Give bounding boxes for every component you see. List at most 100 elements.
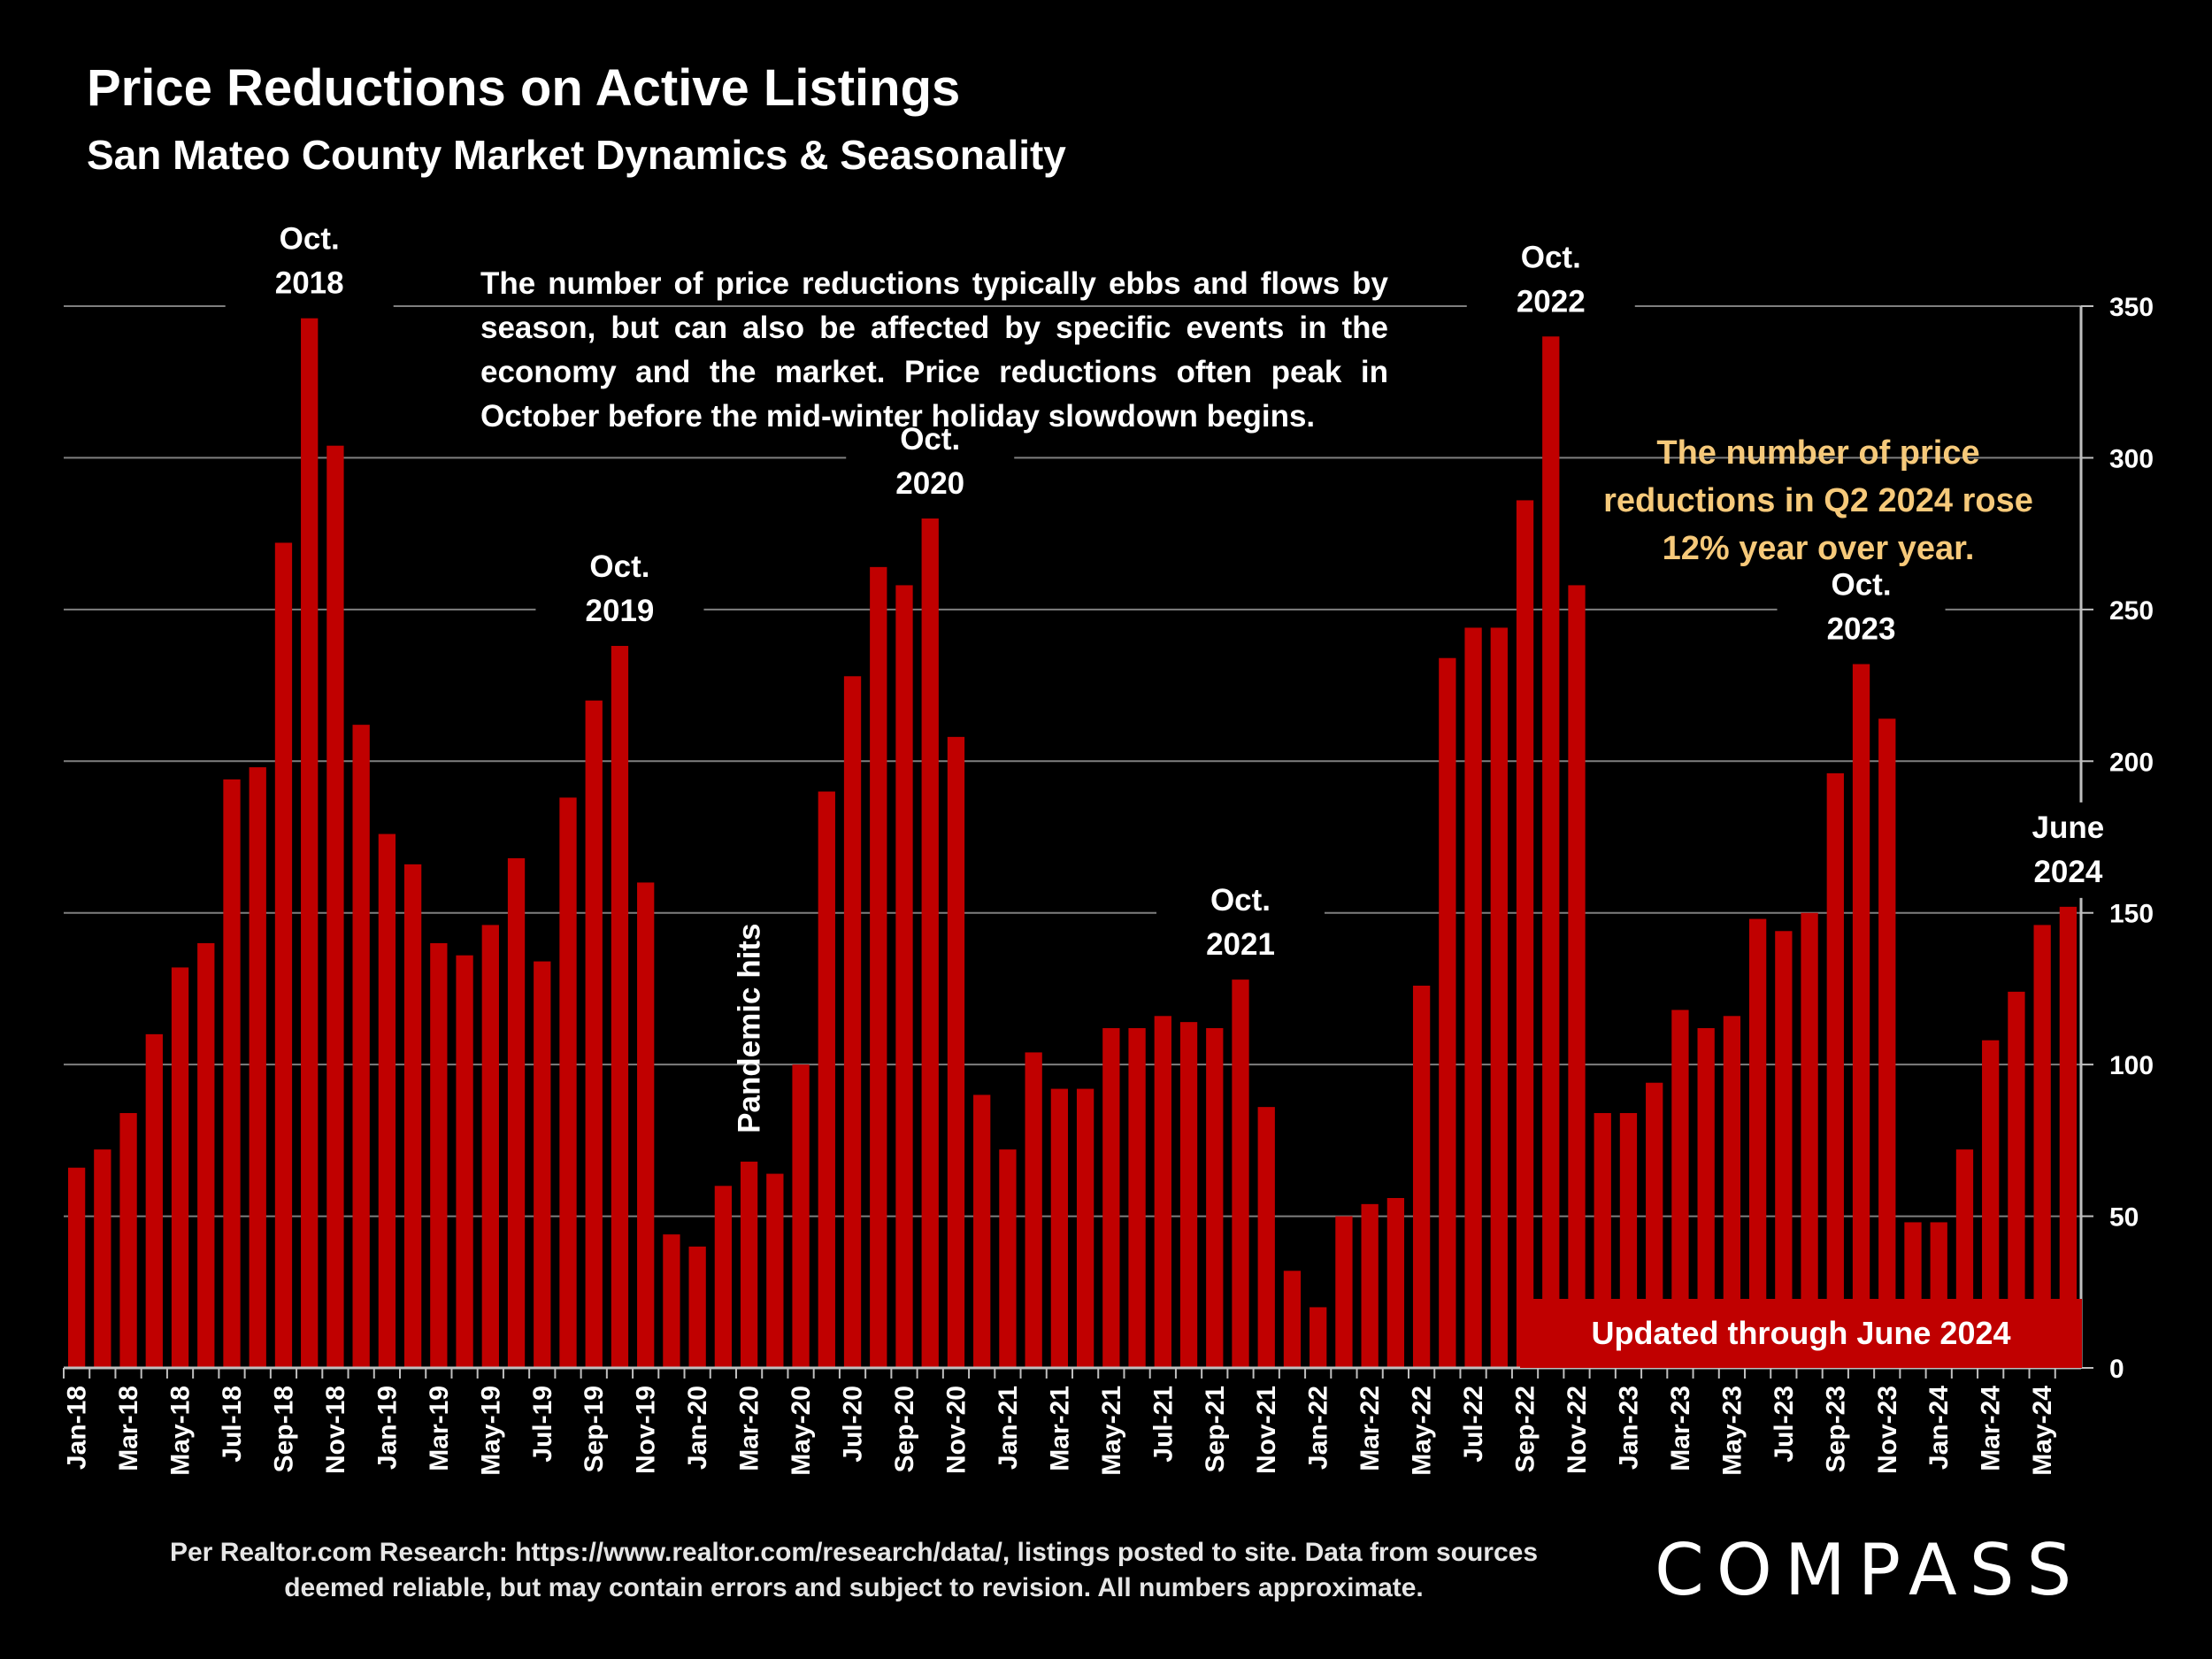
bar-May-24 <box>2033 925 2051 1368</box>
x-tick-label: Jan-22 <box>1304 1386 1333 1470</box>
bar-Feb-19 <box>403 864 422 1368</box>
x-tick-label: May-19 <box>476 1386 505 1476</box>
x-tick-label: Jul-20 <box>839 1386 868 1463</box>
bar-Jul-23 <box>1775 931 1793 1368</box>
x-tick-label: Sep-19 <box>580 1386 609 1472</box>
annotations: Oct. 2018 Oct. 2019 Oct. 2020 Oct. 2021 Oct. 2022… <box>225 213 2153 1133</box>
bar-Dec-21 <box>1283 1271 1302 1368</box>
annotation-backing <box>225 213 394 310</box>
annotation-backing <box>1466 232 1635 328</box>
bar-Jan-18 <box>67 1167 86 1368</box>
x-tick-label: Mar-22 <box>1356 1386 1385 1471</box>
bar-Jun-20 <box>818 791 835 1368</box>
bar-Sep-23 <box>1826 773 1844 1368</box>
bar-Jul-21 <box>1154 1016 1171 1368</box>
annotation-label: June <box>2032 810 2105 845</box>
bar-Apr-21 <box>1076 1088 1094 1368</box>
x-tick-label: Nov-21 <box>1252 1386 1281 1474</box>
y-tick-label: 50 <box>2109 1203 2139 1233</box>
bar-Feb-22 <box>1335 1216 1353 1368</box>
bar-Jun-18 <box>197 943 215 1368</box>
bar-Oct-22 <box>1542 336 1560 1369</box>
bar-Feb-21 <box>1025 1052 1042 1368</box>
y-tick-label: 100 <box>2109 1051 2154 1080</box>
x-tick-label: Sep-20 <box>890 1386 919 1472</box>
bar-Nov-21 <box>1257 1107 1275 1368</box>
bar-Jul-20 <box>843 676 862 1368</box>
annotation-label: 2022 <box>1517 284 1586 319</box>
bar-Feb-23 <box>1646 1082 1663 1368</box>
annotation-backing <box>1777 559 1946 656</box>
x-tick-label: Mar-23 <box>1666 1386 1695 1471</box>
x-tick-label: Nov-22 <box>1563 1386 1592 1474</box>
bar-Jun-19 <box>507 858 526 1368</box>
annotation-backing <box>1984 802 2153 898</box>
annotation-label: 2020 <box>895 466 964 501</box>
bar-Feb-18 <box>94 1149 111 1368</box>
x-tick-label: May-18 <box>166 1386 196 1476</box>
bar-Jan-20 <box>688 1246 706 1368</box>
x-tick-label: Jul-18 <box>218 1386 247 1463</box>
bar-Mar-18 <box>119 1113 137 1368</box>
x-tick-label: Jul-23 <box>1770 1386 1799 1463</box>
bar-Nov-19 <box>637 882 655 1368</box>
bar-Oct-21 <box>1232 979 1249 1368</box>
bar-Mar-23 <box>1671 1010 1689 1368</box>
bar-Sep-19 <box>585 700 603 1368</box>
bar-May-21 <box>1102 1028 1120 1368</box>
bar-Jul-18 <box>223 779 241 1368</box>
bar-Sep-20 <box>895 585 913 1368</box>
x-tick-label: May-20 <box>787 1386 816 1476</box>
bar-Dec-19 <box>663 1234 680 1368</box>
annotation-label: 2024 <box>2033 855 2102 889</box>
bar-Jun-23 <box>1748 918 1767 1368</box>
x-tick-label: Sep-21 <box>1201 1386 1230 1472</box>
bar-Mar-24 <box>1982 1040 2000 1368</box>
x-tick-label: May-22 <box>1408 1386 1437 1476</box>
bar-Sep-18 <box>274 542 293 1368</box>
y-tick-label: 150 <box>2109 900 2154 929</box>
annotation-label: 2018 <box>275 266 344 301</box>
x-tick-label: Jan-18 <box>63 1386 92 1470</box>
bar-Oct-20 <box>921 518 939 1368</box>
bar-Apr-19 <box>456 955 473 1368</box>
y-tick-label: 250 <box>2109 596 2154 626</box>
bar-Jun-21 <box>1128 1028 1146 1368</box>
annotation-label: Oct. <box>280 222 340 257</box>
bar-Feb-20 <box>714 1186 733 1368</box>
bar-Nov-18 <box>326 445 344 1368</box>
x-axis-ticks: Jan-18 Mar-18 May-18 Jul-18 Sep-18 Nov-18 Jan-… <box>63 1368 2057 1476</box>
chart-title: Price Reductions on Active Listings <box>87 59 961 117</box>
x-tick-label: Jan-21 <box>994 1386 1023 1470</box>
bar-Jan-21 <box>999 1149 1017 1368</box>
bar-Mar-20 <box>740 1161 758 1368</box>
annotation-backing <box>846 414 1015 510</box>
x-tick-label: Mar-20 <box>735 1386 764 1471</box>
bar-May-19 <box>481 925 499 1368</box>
y-axis-ticks: 0 50 100 150 200 250 300 350 <box>2081 293 2154 1384</box>
bar-Jan-19 <box>378 833 396 1368</box>
bar-Aug-20 <box>870 566 887 1368</box>
bar-Jun-22 <box>1439 657 1456 1368</box>
bar-May-23 <box>1723 1016 1741 1368</box>
bar-Jun-24 <box>2059 906 2078 1368</box>
bar-Jul-19 <box>534 961 551 1368</box>
x-tick-label: Mar-24 <box>1977 1386 2006 1471</box>
x-tick-label: Jan-19 <box>373 1386 402 1470</box>
x-tick-label: Mar-18 <box>114 1386 143 1471</box>
x-tick-label: May-21 <box>1097 1386 1126 1476</box>
x-tick-label: Sep-22 <box>1511 1386 1540 1472</box>
bar-Sep-22 <box>1516 500 1534 1368</box>
annotation-backing <box>535 541 704 637</box>
x-tick-label: Mar-19 <box>425 1386 454 1471</box>
bar-Sep-21 <box>1206 1028 1224 1368</box>
bar-Nov-22 <box>1568 585 1586 1368</box>
bar-Dec-20 <box>973 1094 991 1368</box>
compass-logo: COMPASS <box>1655 1529 2085 1611</box>
annotation-label: Oct. <box>1831 568 1891 603</box>
x-tick-label: Jul-19 <box>528 1386 557 1463</box>
annotation-label: Oct. <box>1521 240 1581 274</box>
bar-May-18 <box>171 967 189 1368</box>
bars <box>67 318 2078 1369</box>
